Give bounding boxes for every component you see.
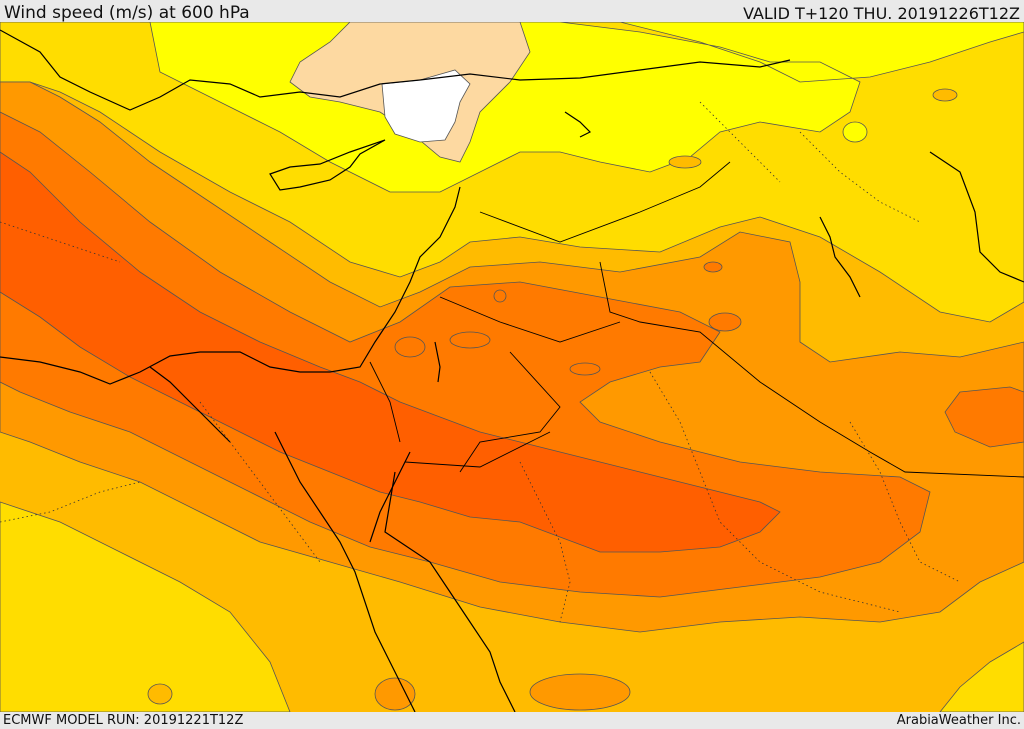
country-borders <box>369 161 1024 478</box>
footer-bar: ECMWF MODEL RUN: 20191221T12Z ArabiaWeat… <box>0 712 1024 729</box>
band-red-orange-core <box>0 151 781 553</box>
patch-5 <box>449 331 491 349</box>
admin-borders <box>0 101 961 623</box>
header-bar: Wind speed (m/s) at 600 hPa VALID T+120 … <box>0 0 1024 23</box>
patch-9 <box>668 155 702 169</box>
patch-2 <box>708 312 742 332</box>
band-white <box>381 69 471 143</box>
valid-time: VALID T+120 THU. 20191226T12Z <box>743 4 1020 23</box>
model-run: ECMWF MODEL RUN: 20191221T12Z <box>3 713 244 728</box>
band-dark-orange <box>0 111 931 598</box>
patch-12 <box>529 673 631 711</box>
patch-11 <box>374 677 416 711</box>
patch-7 <box>932 88 958 102</box>
patch-10 <box>147 683 173 705</box>
band-gold-southeast <box>939 641 1024 712</box>
patch-4 <box>394 336 426 358</box>
coastlines <box>0 29 1024 712</box>
patch-3 <box>569 362 601 376</box>
band-gold-southwest <box>0 501 291 712</box>
patch-1 <box>703 261 723 273</box>
map-title: Wind speed (m/s) at 600 hPa <box>4 3 250 23</box>
patch-6 <box>493 289 507 303</box>
band-dark-orange-east <box>944 386 1024 448</box>
patch-8 <box>842 121 868 143</box>
wind-speed-map <box>0 22 1024 712</box>
credit: ArabiaWeather Inc. <box>896 713 1021 728</box>
